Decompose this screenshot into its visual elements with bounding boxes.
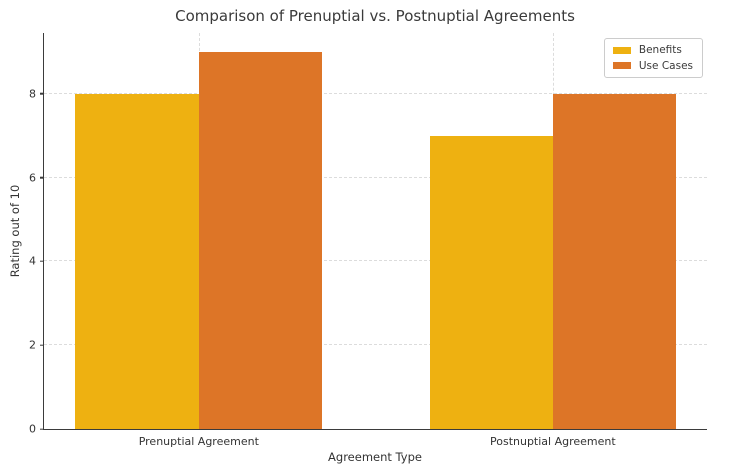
legend-swatch-benefits bbox=[612, 46, 631, 54]
legend-item-use-cases: Use Cases bbox=[612, 59, 693, 72]
y-axis-label: Rating out of 10 bbox=[8, 184, 22, 278]
legend: Benefits Use Cases bbox=[603, 38, 703, 78]
chart-title: Comparison of Prenuptial vs. Postnuptial… bbox=[175, 7, 575, 25]
x-tick-label-postnuptial-agreement: Postnuptial Agreement bbox=[489, 435, 616, 448]
legend-swatch-use-cases bbox=[612, 62, 631, 70]
y-tick-label-0: 0 bbox=[29, 422, 36, 436]
x-tick-label-prenuptial-agreement: Prenuptial Agreement bbox=[138, 435, 259, 448]
x-axis-label: Agreement Type bbox=[328, 450, 422, 464]
y-tick-mark-6 bbox=[40, 176, 44, 179]
legend-item-benefits: Benefits bbox=[612, 44, 693, 56]
bar-use-cases-prenuptial-agreement bbox=[198, 51, 323, 429]
gridline-y-4 bbox=[44, 260, 707, 262]
bar-use-cases-postnuptial-agreement bbox=[552, 93, 677, 429]
plot-area: 0 2 4 6 8 Prenuptial Agreement Postnuptial Ag… bbox=[29, 33, 707, 448]
gridline-y-6 bbox=[44, 176, 707, 178]
y-tick-mark-4 bbox=[40, 260, 44, 263]
y-tick-mark-2 bbox=[40, 344, 44, 346]
bar-benefits-postnuptial-agreement bbox=[429, 135, 553, 429]
y-tick-mark-8 bbox=[40, 93, 44, 95]
legend-label-benefits: Benefits bbox=[638, 44, 682, 56]
bar-benefits-prenuptial-agreement bbox=[75, 93, 199, 429]
gridline-y-8 bbox=[44, 92, 707, 94]
gridline-y-2 bbox=[44, 344, 707, 346]
y-tick-label-8: 8 bbox=[29, 87, 36, 101]
y-tick-mark-0 bbox=[40, 428, 44, 430]
y-tick-label-4: 4 bbox=[29, 254, 36, 268]
y-tick-label-6: 6 bbox=[29, 171, 36, 185]
legend-label-use-cases: Use Cases bbox=[638, 59, 693, 72]
y-tick-label-2: 2 bbox=[29, 338, 36, 352]
